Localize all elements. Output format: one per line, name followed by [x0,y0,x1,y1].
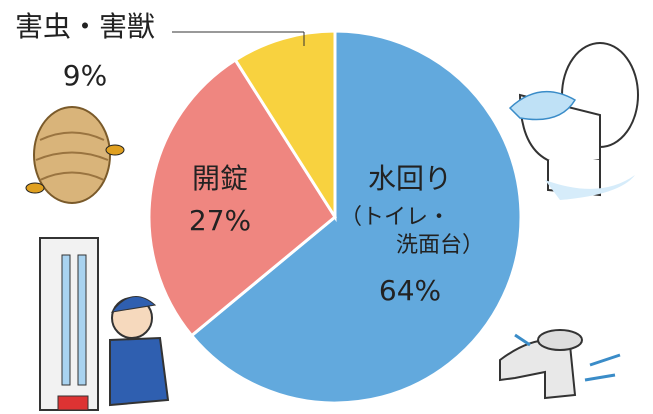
slice-label: 水回り [368,162,452,195]
locksmith-illustration [39,237,170,411]
slice-label: 開錠 [192,162,248,195]
value-label: 64% [379,274,441,307]
value-label: 27% [189,204,251,237]
pie-slice [233,29,337,223]
slice-label: （トイレ・ [340,205,450,230]
faucet-illustration [499,329,621,400]
slice-label: 害虫・害獣 [15,10,155,43]
pie-slice [147,57,337,338]
slice-label: 洗面台） [396,233,484,258]
pie-slice [189,29,523,405]
value-label: 9% [63,59,107,92]
toilet-illustration [508,42,639,200]
wasp-nest-illustration [25,106,125,204]
